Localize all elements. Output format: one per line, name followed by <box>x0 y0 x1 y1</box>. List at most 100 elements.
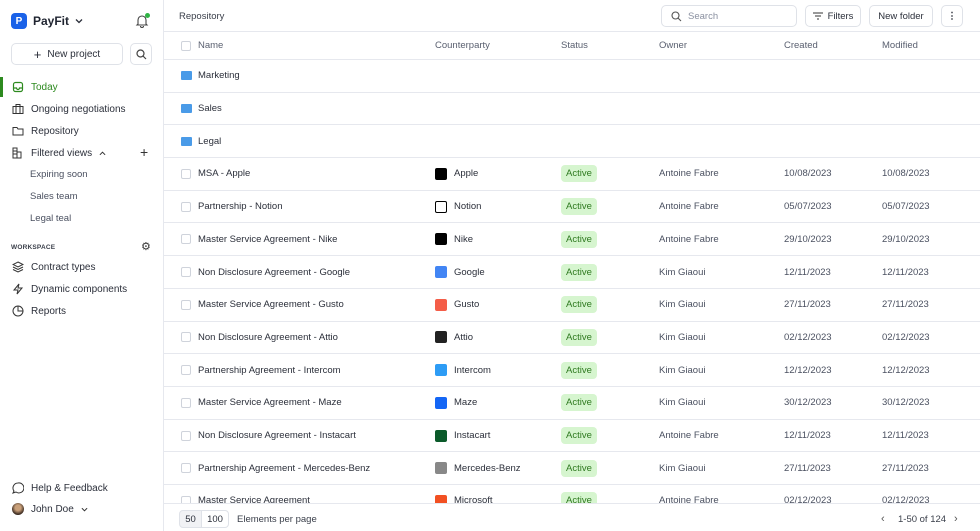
row-checkbox[interactable] <box>181 168 191 179</box>
chevron-down-icon <box>75 19 83 24</box>
table-row[interactable]: Master Service Agreement - Gusto Gusto Act… <box>164 289 980 322</box>
filtered-view-expiring-soon[interactable]: Expiring soon <box>30 169 88 180</box>
new-folder-button[interactable]: New folder <box>869 5 933 27</box>
maze-logo-icon <box>435 396 447 409</box>
name-cell[interactable]: Non Disclosure Agreement - Google <box>198 266 351 278</box>
payfit-logo: P <box>11 13 27 29</box>
name-cell[interactable]: Master Service Agreement <box>198 495 310 507</box>
row-checkbox[interactable] <box>181 267 191 278</box>
name-cell[interactable]: Partnership Agreement - Mercedes-Benz <box>198 462 371 474</box>
status-badge: Active <box>561 296 597 314</box>
row-checkbox[interactable] <box>181 365 191 376</box>
table-row[interactable]: Master Service Agreement - Maze Maze Activ… <box>164 387 980 420</box>
new-project-button[interactable]: + New project <box>11 43 123 65</box>
created-cell: 27/11/2023 <box>784 299 831 311</box>
sidebar-search-button[interactable] <box>130 43 152 65</box>
modified-cell: 12/11/2023 <box>882 430 929 442</box>
folder-icon <box>181 104 192 114</box>
top-bar: Repository Search Filters New folder ⋮ <box>164 0 980 32</box>
row-checkbox[interactable] <box>181 463 191 474</box>
column-header-created[interactable]: Created <box>784 40 818 51</box>
table-row[interactable]: Partnership - Notion Notion Active Antoine … <box>164 191 980 224</box>
name-cell[interactable]: Non Disclosure Agreement - Instacart <box>198 430 356 442</box>
table-row[interactable]: MSA - Apple Apple Active Antoine Fabre 10/08… <box>164 158 980 191</box>
page-size-50[interactable]: 50 <box>179 510 202 528</box>
name-cell[interactable]: Non Disclosure Agreement - Attio <box>198 331 338 343</box>
sidebar-item-contract-types[interactable]: Contract types <box>0 257 164 277</box>
sidebar-item-label: Contract types <box>31 261 96 273</box>
chevron-down-icon <box>81 507 88 512</box>
add-filtered-view-button[interactable]: + <box>140 144 149 160</box>
counterparty-name: Notion <box>454 201 482 213</box>
sidebar-item-filtered-views[interactable]: Filtered views <box>0 143 164 163</box>
name-cell[interactable]: Partnership Agreement - Intercom <box>198 364 341 376</box>
filtered-view-sales-team[interactable]: Sales team <box>30 191 78 202</box>
row-checkbox[interactable] <box>181 332 191 343</box>
page-range: 1-50 of 124 <box>898 514 947 525</box>
layers-icon <box>12 261 24 273</box>
name-cell[interactable]: MSA - Apple <box>198 168 251 180</box>
sidebar-item-reports[interactable]: Reports <box>0 301 164 321</box>
row-checkbox[interactable] <box>181 234 191 245</box>
status-badge: Active <box>561 328 597 346</box>
select-all-checkbox[interactable] <box>181 40 191 51</box>
sidebar-item-ongoing-negotiations[interactable]: Ongoing negotiations <box>0 99 164 119</box>
search-input[interactable]: Search <box>661 5 797 27</box>
notifications-button[interactable] <box>135 13 150 28</box>
sidebar: P PayFit + New project Today Ongoing neg… <box>0 0 164 531</box>
name-cell[interactable]: Master Service Agreement - Gusto <box>198 299 344 311</box>
created-cell: 05/07/2023 <box>784 201 832 213</box>
filters-button[interactable]: Filters <box>805 5 861 27</box>
row-checkbox[interactable] <box>181 299 191 310</box>
sidebar-item-repository[interactable]: Repository <box>0 121 164 141</box>
google-logo-icon <box>435 266 447 279</box>
sidebar-item-dynamic-components[interactable]: Dynamic components <box>0 279 164 299</box>
counterparty-cell: Nike <box>435 233 473 246</box>
folder-row[interactable]: Sales <box>164 93 980 126</box>
workspace-switcher[interactable]: P PayFit <box>11 13 83 29</box>
folder-name: Marketing <box>198 70 240 82</box>
help-feedback-link[interactable]: Help & Feedback <box>0 478 164 498</box>
next-page-button[interactable]: › <box>954 513 958 525</box>
row-checkbox[interactable] <box>181 397 191 408</box>
table-row[interactable]: Non Disclosure Agreement - Google Google A… <box>164 256 980 289</box>
folder-row[interactable]: Legal <box>164 125 980 159</box>
modified-cell: 02/12/2023 <box>882 331 930 343</box>
sidebar-item-label: Reports <box>31 305 67 317</box>
table-row[interactable]: Non Disclosure Agreement - Attio Attio Act… <box>164 322 980 355</box>
row-checkbox[interactable] <box>181 201 191 212</box>
owner-cell: Antoine Fabre <box>659 168 719 180</box>
more-options-button[interactable]: ⋮ <box>941 5 963 27</box>
gusto-logo-icon <box>435 298 447 311</box>
row-checkbox[interactable] <box>181 430 191 441</box>
user-menu[interactable]: John Doe <box>0 499 164 519</box>
sidebar-item-label: Ongoing negotiations <box>31 103 126 115</box>
column-header-modified[interactable]: Modified <box>882 40 918 51</box>
owner-cell: Kim Giaoui <box>659 331 706 343</box>
status-badge: Active <box>561 263 597 281</box>
workspace-settings-gear-icon[interactable]: ⚙ <box>141 241 151 253</box>
column-header-counterparty[interactable]: Counterparty <box>435 40 490 51</box>
prev-page-button[interactable]: ‹ <box>881 513 885 525</box>
counterparty-cell: Intercom <box>435 364 491 377</box>
name-cell[interactable]: Master Service Agreement - Maze <box>198 397 342 409</box>
owner-cell: Antoine Fabre <box>659 430 719 442</box>
modified-cell: 05/07/2023 <box>882 201 930 213</box>
apple-logo-icon <box>435 167 447 180</box>
column-header-name[interactable]: Name <box>198 40 224 51</box>
name-cell[interactable]: Partnership - Notion <box>198 201 283 213</box>
column-header-owner[interactable]: Owner <box>659 40 687 51</box>
sidebar-item-label: Repository <box>31 125 79 137</box>
name-cell[interactable]: Master Service Agreement - Nike <box>198 233 338 245</box>
folder-row[interactable]: Marketing <box>164 60 980 93</box>
table-row[interactable]: Master Service Agreement - Nike Nike Activ… <box>164 224 980 257</box>
table-row[interactable]: Non Disclosure Agreement - Instacart Inst… <box>164 420 980 453</box>
column-header-status[interactable]: Status <box>561 40 588 51</box>
filtered-view-legal-teal[interactable]: Legal teal <box>30 213 72 224</box>
counterparty-name: Google <box>454 266 485 278</box>
table-row[interactable]: Partnership Agreement - Mercedes-Benz Mer… <box>164 452 980 486</box>
table-row[interactable]: Partnership Agreement - Intercom Intercom… <box>164 354 980 387</box>
folder-icon <box>181 136 192 146</box>
sidebar-item-today[interactable]: Today <box>0 77 164 97</box>
page-size-100[interactable]: 100 <box>201 510 229 528</box>
